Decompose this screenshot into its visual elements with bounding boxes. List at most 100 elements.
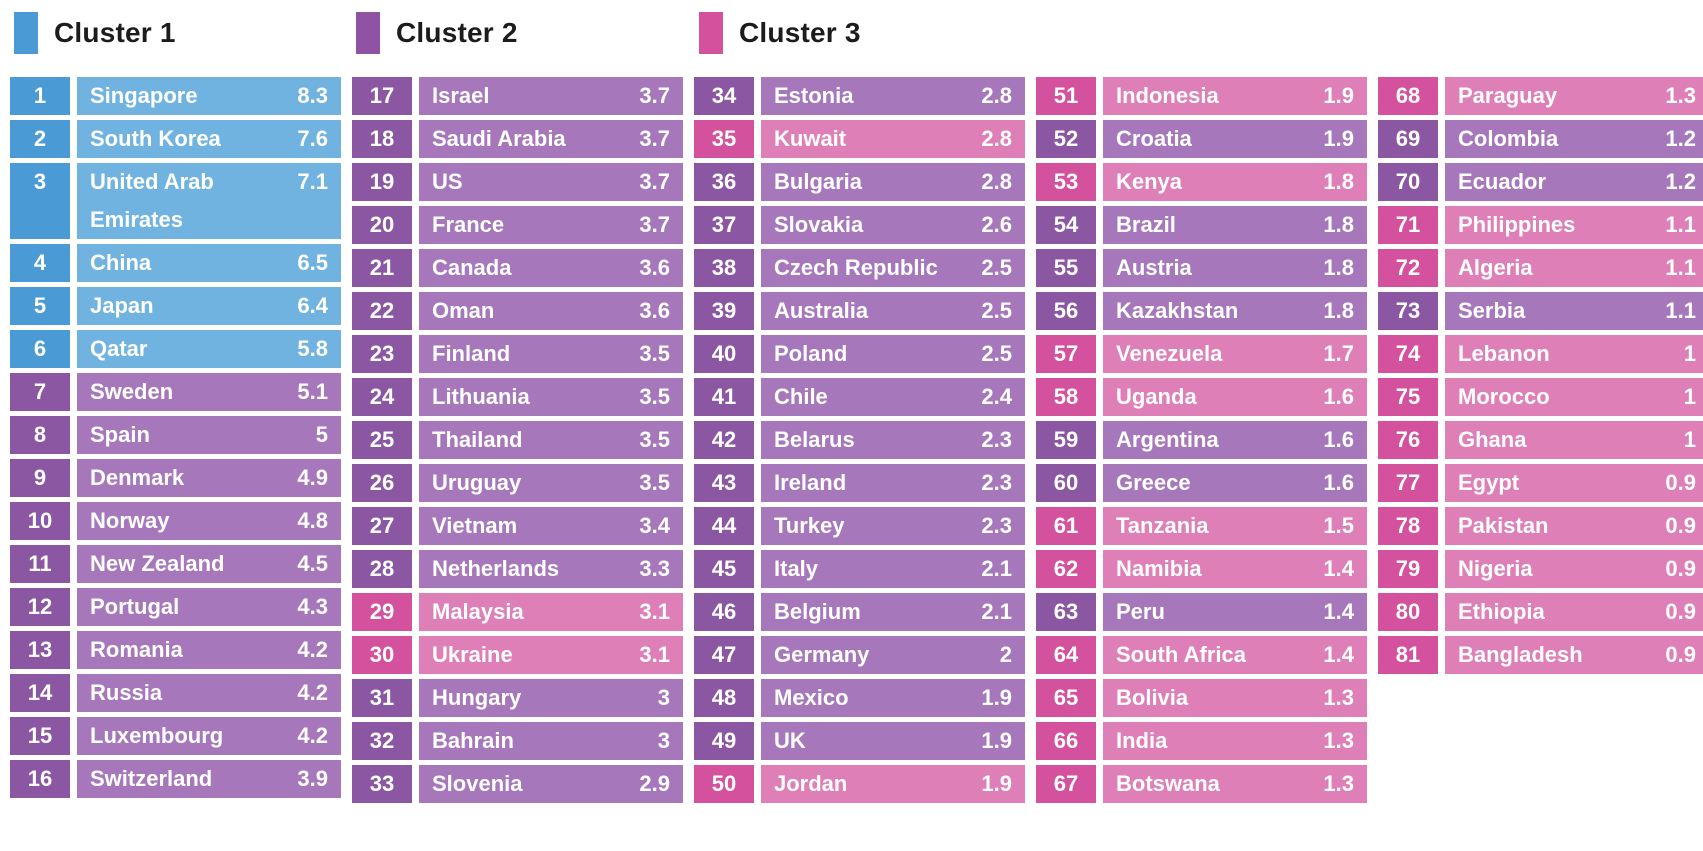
- country-cell: Poland 2.5: [761, 335, 1025, 373]
- country-cell: UK 1.9: [761, 722, 1025, 760]
- country-score: 2.1: [981, 599, 1012, 624]
- country-name: Kazakhstan: [1116, 298, 1239, 323]
- country-row: 50 Jordan 1.9: [694, 765, 1025, 803]
- country-cell: Russia 4.2: [77, 674, 341, 712]
- rank-number: 69: [1378, 120, 1438, 158]
- country-score: 4.2: [297, 637, 328, 662]
- country-score: 2.5: [981, 255, 1012, 280]
- country-cell: South Africa 1.4: [1103, 636, 1367, 674]
- country-cell: Tanzania 1.5: [1103, 507, 1367, 545]
- country-name: Ireland: [774, 470, 847, 495]
- country-score: 3.5: [639, 341, 670, 366]
- rank-number: 33: [352, 765, 412, 803]
- country-row: 26 Uruguay 3.5: [352, 464, 683, 502]
- country-row: 47 Germany 2: [694, 636, 1025, 674]
- country-row: 75 Morocco 1: [1378, 378, 1703, 416]
- country-name: Netherlands: [432, 556, 560, 581]
- country-score: 0.9: [1665, 556, 1696, 581]
- country-row: 73 Serbia 1.1: [1378, 292, 1703, 330]
- rank-number: 44: [694, 507, 754, 545]
- country-cell: Turkey 2.3: [761, 507, 1025, 545]
- country-row: 40 Poland 2.5: [694, 335, 1025, 373]
- country-name: Oman: [432, 298, 495, 323]
- country-row: 3 United Arab Emirates 7.1: [10, 163, 341, 239]
- rank-number: 79: [1378, 550, 1438, 588]
- country-score: 1.4: [1323, 556, 1354, 581]
- ranking-column: 68 Paraguay 1.3 69 Colombia 1.2 70 Ecuador 1.2 71…: [1378, 77, 1703, 803]
- rank-number: 17: [352, 77, 412, 115]
- country-row: 2 South Korea 7.6: [10, 120, 341, 158]
- country-cell: Ethiopia 0.9: [1445, 593, 1703, 631]
- country-cell: Luxembourg 4.2: [77, 717, 341, 755]
- country-score: 3.6: [639, 298, 670, 323]
- country-score: 1.9: [1323, 126, 1354, 151]
- rank-number: 36: [694, 163, 754, 201]
- country-name: Sweden: [90, 379, 174, 404]
- rank-number: 21: [352, 249, 412, 287]
- cluster-1-label: Cluster 1: [54, 17, 176, 48]
- rank-number: 50: [694, 765, 754, 803]
- country-cell: Qatar 5.8: [77, 330, 341, 368]
- rank-number: 38: [694, 249, 754, 287]
- country-score: 3: [657, 728, 670, 753]
- country-row: 45 Italy 2.1: [694, 550, 1025, 588]
- country-score: 1.6: [1323, 470, 1354, 495]
- country-cell: Colombia 1.2: [1445, 120, 1703, 158]
- country-name: Philippines: [1458, 212, 1576, 237]
- country-row: 69 Colombia 1.2: [1378, 120, 1703, 158]
- rank-number: 8: [10, 416, 70, 454]
- rank-number: 72: [1378, 249, 1438, 287]
- country-row: 64 South Africa 1.4: [1036, 636, 1367, 674]
- country-cell: Lebanon 1: [1445, 335, 1703, 373]
- country-name: Mexico: [774, 685, 849, 710]
- country-row: 1 Singapore 8.3: [10, 77, 341, 115]
- country-cell: Bolivia 1.3: [1103, 679, 1367, 717]
- country-name: Lebanon: [1458, 341, 1550, 366]
- country-name: Turkey: [774, 513, 845, 538]
- country-row: 36 Bulgaria 2.8: [694, 163, 1025, 201]
- rank-number: 39: [694, 292, 754, 330]
- rank-number: 4: [10, 244, 70, 282]
- country-name: Spain: [90, 422, 150, 447]
- rank-number: 61: [1036, 507, 1096, 545]
- country-name: Romania: [90, 637, 183, 662]
- country-name: Switzerland: [90, 766, 213, 791]
- country-score: 7.1: [297, 169, 328, 194]
- country-name: Norway: [90, 508, 170, 533]
- country-cell: Pakistan 0.9: [1445, 507, 1703, 545]
- country-row: 23 Finland 3.5: [352, 335, 683, 373]
- rank-number: 18: [352, 120, 412, 158]
- rank-number: 11: [10, 545, 70, 583]
- rank-number: 1: [10, 77, 70, 115]
- country-cell: Chile 2.4: [761, 378, 1025, 416]
- rank-number: 25: [352, 421, 412, 459]
- country-cell: Ghana 1: [1445, 421, 1703, 459]
- country-cell: Lithuania 3.5: [419, 378, 683, 416]
- country-name: Hungary: [432, 685, 522, 710]
- country-name: Peru: [1116, 599, 1165, 624]
- country-row: 55 Austria 1.8: [1036, 249, 1367, 287]
- country-row: 4 China 6.5: [10, 244, 341, 282]
- country-row: 56 Kazakhstan 1.8: [1036, 292, 1367, 330]
- country-row: 46 Belgium 2.1: [694, 593, 1025, 631]
- country-score: 1.6: [1323, 427, 1354, 452]
- country-score: 3.9: [297, 766, 328, 791]
- country-name: New Zealand: [90, 551, 225, 576]
- country-row: 27 Vietnam 3.4: [352, 507, 683, 545]
- rank-number: 5: [10, 287, 70, 325]
- country-score: 3.4: [639, 513, 670, 538]
- country-score: 1.3: [1665, 83, 1696, 108]
- country-name: Bolivia: [1116, 685, 1189, 710]
- rank-number: 59: [1036, 421, 1096, 459]
- legend-item-cluster-3: Cluster 3: [699, 12, 861, 54]
- country-name: Uruguay: [432, 470, 522, 495]
- country-score: 1.8: [1323, 212, 1354, 237]
- country-score: 2.3: [981, 470, 1012, 495]
- country-score: 5.1: [297, 379, 328, 404]
- country-row: 52 Croatia 1.9: [1036, 120, 1367, 158]
- country-row: 15 Luxembourg 4.2: [10, 717, 341, 755]
- rank-number: 51: [1036, 77, 1096, 115]
- country-cell: Namibia 1.4: [1103, 550, 1367, 588]
- country-row: 57 Venezuela 1.7: [1036, 335, 1367, 373]
